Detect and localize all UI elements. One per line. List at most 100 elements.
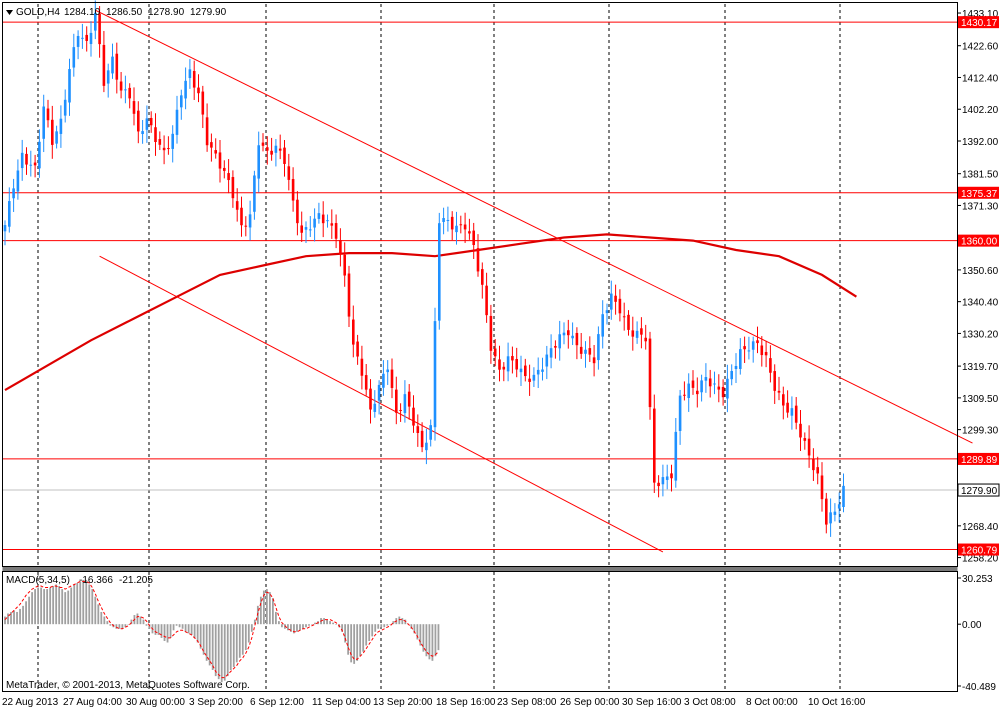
candle[interactable] <box>837 492 841 523</box>
candle[interactable] <box>89 21 93 57</box>
candle[interactable] <box>274 139 278 167</box>
candle[interactable] <box>820 462 824 512</box>
trendline[interactable] <box>99 255 664 553</box>
candle[interactable] <box>756 326 759 354</box>
candle[interactable] <box>493 339 497 367</box>
candle[interactable] <box>601 300 604 349</box>
candle[interactable] <box>618 289 622 322</box>
candle[interactable] <box>192 60 196 100</box>
candle[interactable] <box>704 363 708 393</box>
candle[interactable] <box>502 362 506 382</box>
candle[interactable] <box>833 503 837 522</box>
candle[interactable] <box>102 30 106 93</box>
candle[interactable] <box>790 396 794 430</box>
candle[interactable] <box>605 303 609 325</box>
candle[interactable] <box>227 159 230 194</box>
candle[interactable] <box>515 347 518 378</box>
candle[interactable] <box>364 364 368 396</box>
candle[interactable] <box>154 113 157 156</box>
candle[interactable] <box>98 6 101 58</box>
candle[interactable] <box>644 324 647 350</box>
candle[interactable] <box>16 159 20 200</box>
candle[interactable] <box>304 221 308 244</box>
candle[interactable] <box>700 374 703 402</box>
candle[interactable] <box>55 125 58 149</box>
candle[interactable] <box>278 134 282 160</box>
candle[interactable] <box>309 216 312 237</box>
candle[interactable] <box>180 89 183 120</box>
candle[interactable] <box>842 473 845 513</box>
candle[interactable] <box>803 432 807 450</box>
candle[interactable] <box>218 140 222 183</box>
candle[interactable] <box>283 139 286 177</box>
candle[interactable] <box>438 212 441 330</box>
candle[interactable] <box>360 345 364 390</box>
candle[interactable] <box>614 284 617 315</box>
triangle-down-icon[interactable] <box>6 10 13 15</box>
candle[interactable] <box>223 160 226 179</box>
candle[interactable] <box>519 355 523 386</box>
candle[interactable] <box>481 262 484 299</box>
candle[interactable] <box>597 326 600 370</box>
candle[interactable] <box>489 304 493 364</box>
candle[interactable] <box>386 360 389 385</box>
candle[interactable] <box>412 395 415 433</box>
candle[interactable] <box>167 136 170 155</box>
candle[interactable] <box>317 202 321 224</box>
panel-separator[interactable] <box>2 567 958 571</box>
candle[interactable] <box>446 206 450 232</box>
candle[interactable] <box>653 394 656 494</box>
candle[interactable] <box>794 397 798 430</box>
candle[interactable] <box>747 336 751 360</box>
candle[interactable] <box>739 338 742 375</box>
candle[interactable] <box>291 167 295 212</box>
candle[interactable] <box>106 63 110 98</box>
candle[interactable] <box>175 95 179 144</box>
candle[interactable] <box>377 380 381 415</box>
candle[interactable] <box>8 187 11 233</box>
candle[interactable] <box>356 334 359 365</box>
candle[interactable] <box>3 220 7 246</box>
candle[interactable] <box>257 131 260 193</box>
candle[interactable] <box>33 154 37 178</box>
candle[interactable] <box>115 42 119 94</box>
candle[interactable] <box>631 316 635 351</box>
candle[interactable] <box>786 390 789 418</box>
candle[interactable] <box>579 332 583 359</box>
candle[interactable] <box>124 75 127 104</box>
candle[interactable] <box>420 422 424 453</box>
candle[interactable] <box>119 72 123 99</box>
candle[interactable] <box>407 384 411 420</box>
candle[interactable] <box>352 305 355 358</box>
candle[interactable] <box>132 87 136 126</box>
candle[interactable] <box>717 374 721 403</box>
candle[interactable] <box>373 390 377 418</box>
candle[interactable] <box>743 336 746 364</box>
candle[interactable] <box>751 336 755 363</box>
candle[interactable] <box>235 188 239 222</box>
candle[interactable] <box>627 310 630 336</box>
candle[interactable] <box>46 99 50 128</box>
candle[interactable] <box>562 322 566 345</box>
candle[interactable] <box>369 379 372 424</box>
candle[interactable] <box>674 418 678 488</box>
candle[interactable] <box>429 419 432 447</box>
candle[interactable] <box>137 101 140 144</box>
candle[interactable] <box>777 376 781 401</box>
candle[interactable] <box>382 360 385 396</box>
candle[interactable] <box>76 30 80 60</box>
candle[interactable] <box>485 272 488 323</box>
candle[interactable] <box>528 364 531 396</box>
candle[interactable] <box>455 211 458 245</box>
candle[interactable] <box>81 23 84 49</box>
candle[interactable] <box>661 464 665 497</box>
candle[interactable] <box>726 364 729 413</box>
candle[interactable] <box>683 381 686 401</box>
candle[interactable] <box>678 389 682 445</box>
candle[interactable] <box>622 302 626 331</box>
candle[interactable] <box>769 345 772 383</box>
candle[interactable] <box>584 341 587 368</box>
candle[interactable] <box>670 464 673 492</box>
candle[interactable] <box>558 320 561 361</box>
